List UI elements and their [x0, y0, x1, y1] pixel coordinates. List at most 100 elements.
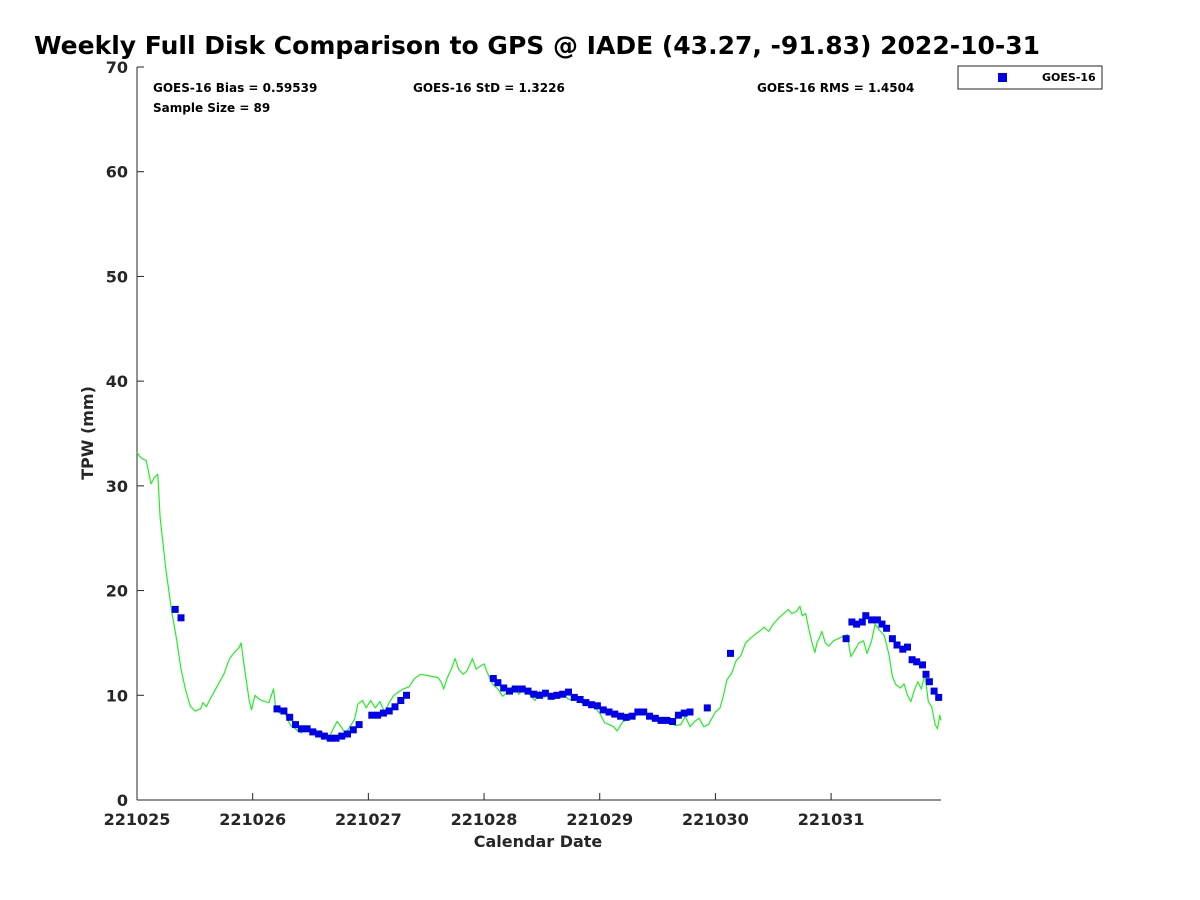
rms-stat: GOES-16 RMS = 1.4504 — [757, 81, 914, 95]
goes-16-point — [703, 704, 711, 712]
goes-16-point — [541, 689, 549, 697]
goes-16-point — [570, 693, 578, 701]
x-axis-label: Calendar Date — [474, 832, 603, 851]
legend-marker — [998, 73, 1007, 82]
goes-16-point — [374, 711, 382, 719]
goes-16-point — [617, 712, 625, 720]
x-ticks: 221025 221026 221027 221028 221029 221030 2210… — [104, 793, 865, 829]
goes-16-point — [605, 708, 613, 716]
goes-16-point — [935, 693, 943, 701]
goes-16-point — [628, 712, 636, 720]
goes-16-point — [576, 696, 584, 703]
goes-16-point — [547, 692, 555, 700]
goes-16-point — [588, 701, 596, 709]
plot-area: 0 10 20 30 40 50 60 70 221025 221026 221027 221028… — [104, 58, 943, 829]
goes-16-series — [171, 605, 943, 742]
goes-16-point — [622, 713, 630, 721]
goes-16-point — [385, 707, 393, 715]
chart-title: Weekly Full Disk Comparison to GPS @ IAD… — [34, 31, 1040, 60]
goes-16-point — [842, 635, 850, 643]
goes-16-point — [868, 616, 876, 624]
goes-16-point — [379, 709, 387, 717]
goes-16-point — [553, 691, 561, 699]
x-tick-label: 221031 — [798, 810, 865, 829]
goes-16-point — [893, 641, 901, 649]
goes-16-point — [177, 614, 185, 622]
goes-16-point — [309, 728, 317, 736]
goes-16-point — [530, 690, 538, 698]
goes-16-point — [922, 670, 930, 678]
goes-16-point — [611, 710, 619, 718]
goes-16-point — [913, 658, 921, 666]
gps-series — [136, 451, 942, 738]
goes-16-point — [280, 707, 288, 715]
goes-16-point — [518, 685, 526, 693]
goes-16-point — [599, 706, 607, 714]
goes-16-point — [273, 705, 281, 713]
goes-16-point — [332, 734, 340, 742]
x-tick-label: 221028 — [451, 810, 518, 829]
goes-16-point — [403, 691, 410, 699]
x-tick-label: 221025 — [104, 810, 171, 829]
goes-16-point — [657, 716, 665, 724]
goes-16-point — [862, 612, 870, 620]
y-tick-label: 40 — [106, 372, 128, 391]
goes-16-point — [391, 703, 399, 711]
goes-16-point — [878, 620, 886, 628]
goes-16-point — [669, 718, 677, 725]
goes-16-point — [303, 725, 311, 733]
gps-line — [136, 451, 942, 738]
goes-16-point — [536, 691, 544, 699]
goes-16-point — [559, 690, 567, 698]
goes-16-point — [919, 661, 926, 669]
goes-16-point — [680, 709, 688, 717]
y-tick-label: 50 — [106, 267, 128, 286]
goes-16-point — [326, 734, 334, 742]
goes-16-point — [888, 635, 896, 643]
goes-16-point — [593, 702, 601, 710]
goes-16-point — [873, 616, 881, 624]
goes-16-point — [349, 726, 357, 734]
y-tick-label: 0 — [117, 791, 128, 810]
goes-16-point — [582, 699, 590, 707]
goes-16-point — [355, 721, 363, 729]
goes-16-point — [640, 708, 648, 716]
goes-16-point — [663, 716, 671, 724]
legend-box — [957, 65, 1103, 90]
goes-16-point — [674, 711, 682, 719]
goes-16-point — [286, 713, 294, 721]
goes-16-point — [686, 708, 694, 716]
y-tick-label: 20 — [106, 582, 128, 601]
y-tick-label: 60 — [106, 163, 128, 182]
goes-16-point — [908, 656, 916, 664]
goes-16-point — [727, 649, 734, 657]
goes-16-point — [646, 712, 653, 720]
goes-16-point — [292, 721, 299, 729]
y-ticks: 0 10 20 30 40 50 60 70 — [106, 58, 144, 810]
sample-size-stat: Sample Size = 89 — [153, 101, 270, 115]
goes-16-point — [171, 605, 179, 613]
std-stat: GOES-16 StD = 1.3226 — [413, 81, 565, 95]
x-tick-label: 221029 — [566, 810, 633, 829]
goes-16-point — [930, 687, 938, 695]
goes-16-point — [494, 679, 502, 687]
goes-16-point — [904, 643, 911, 651]
goes-16-point — [500, 684, 508, 692]
goes-16-point — [925, 678, 933, 686]
goes-16-point — [858, 618, 866, 626]
plot-background — [137, 67, 941, 800]
legend-label: GOES-16 — [1042, 71, 1096, 84]
goes-16-point — [524, 687, 532, 695]
goes-16-point — [848, 618, 856, 626]
y-tick-label: 30 — [106, 477, 128, 496]
goes-16-point — [338, 732, 346, 740]
goes-16-point — [651, 714, 659, 722]
x-tick-label: 221030 — [682, 810, 749, 829]
goes-16-point — [899, 645, 907, 653]
goes-16-point — [297, 725, 305, 733]
y-tick-label: 10 — [106, 686, 128, 705]
x-tick-label: 221027 — [335, 810, 402, 829]
goes-16-point — [565, 688, 572, 696]
goes-16-point — [368, 711, 376, 719]
